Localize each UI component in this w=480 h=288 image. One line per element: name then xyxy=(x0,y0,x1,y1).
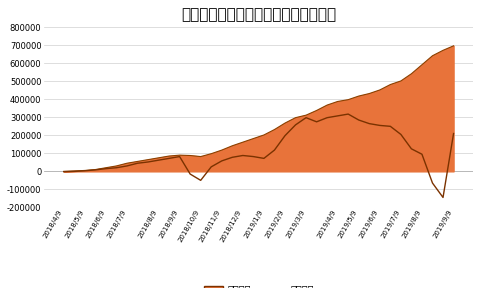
Title: トラリピの累計利益と実現損益の推移: トラリピの累計利益と実現損益の推移 xyxy=(181,7,336,22)
Legend: 累計利益, 実現損益: 累計利益, 実現損益 xyxy=(200,281,318,288)
